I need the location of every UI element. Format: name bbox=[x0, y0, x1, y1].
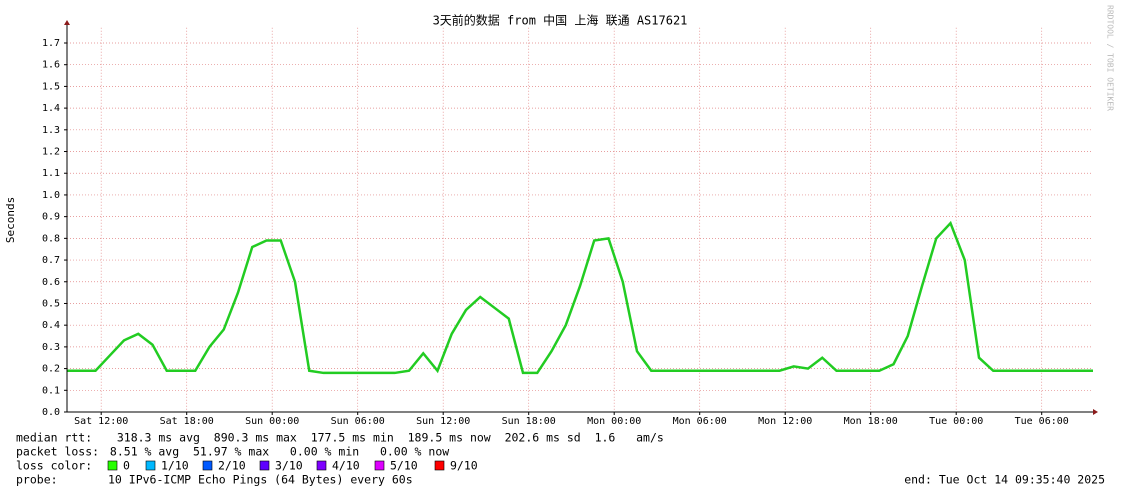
loss-color-swatch bbox=[259, 460, 270, 471]
y-tick-label: 1.1 bbox=[42, 168, 60, 179]
probe-text: 10 IPv6-ICMP Echo Pings (64 Bytes) every… bbox=[108, 473, 413, 487]
x-tick-label: Sat 18:00 bbox=[160, 416, 214, 427]
packet-loss-label: packet loss: bbox=[16, 445, 99, 459]
loss-color-label: 2/10 bbox=[218, 459, 246, 473]
loss-color-swatch bbox=[434, 460, 445, 471]
y-tick-label: 1.7 bbox=[42, 38, 60, 49]
x-tick-label: Mon 06:00 bbox=[673, 416, 727, 427]
end-time: end: Tue Oct 14 09:35:40 2025 bbox=[904, 473, 1105, 487]
loss-color-label: 9/10 bbox=[450, 459, 478, 473]
loss-color-swatch bbox=[145, 460, 156, 471]
chart-title: 3天前的数据 from 中国 上海 联通 AS17621 bbox=[433, 13, 688, 28]
x-tick-label: Sun 06:00 bbox=[331, 416, 385, 427]
x-tick-label: Mon 00:00 bbox=[587, 416, 641, 427]
y-tick-label: 0.8 bbox=[42, 233, 60, 244]
loss-color-label: 1/10 bbox=[161, 459, 189, 473]
y-tick-label: 0.4 bbox=[42, 320, 60, 331]
watermark: RRDTOOL / TOBI OETIKER bbox=[1106, 5, 1115, 111]
x-tick-label: Sun 00:00 bbox=[245, 416, 299, 427]
median-rtt-stats: 318.3 ms avg 890.3 ms max 177.5 ms min 1… bbox=[103, 431, 664, 445]
x-tick-label: Sat 12:00 bbox=[74, 416, 128, 427]
x-tick-label: Sun 12:00 bbox=[416, 416, 470, 427]
y-tick-label: 0.2 bbox=[42, 364, 60, 375]
loss-color-label: 0 bbox=[123, 459, 130, 473]
packet-loss-stats: 8.51 % avg 51.97 % max 0.00 % min 0.00 %… bbox=[103, 445, 449, 459]
y-axis-label: Seconds bbox=[4, 197, 17, 243]
median-line bbox=[67, 220, 1093, 375]
x-tick-label: Sun 18:00 bbox=[502, 416, 556, 427]
y-tick-label: 1.6 bbox=[42, 60, 60, 71]
y-tick-label: 0.0 bbox=[42, 407, 60, 418]
y-tick-label: 0.5 bbox=[42, 298, 60, 309]
median-rtt-label: median rtt: bbox=[16, 431, 92, 445]
y-tick-label: 1.4 bbox=[42, 103, 60, 114]
x-axis-arrow bbox=[1093, 409, 1098, 415]
x-tick-label: Tue 06:00 bbox=[1015, 416, 1069, 427]
loss-color-label: loss color: bbox=[16, 459, 92, 473]
loss-color-label: 5/10 bbox=[390, 459, 418, 473]
y-tick-label: 0.6 bbox=[42, 277, 60, 288]
y-axis-arrow bbox=[64, 20, 70, 25]
loss-color-swatch bbox=[374, 460, 385, 471]
y-tick-label: 0.7 bbox=[42, 255, 60, 266]
x-tick-label: Tue 00:00 bbox=[929, 416, 983, 427]
y-tick-label: 1.2 bbox=[42, 147, 60, 158]
loss-color-swatch bbox=[316, 460, 327, 471]
loss-color-swatch bbox=[107, 460, 118, 471]
y-tick-label: 1.5 bbox=[42, 81, 60, 92]
x-tick-label: Mon 18:00 bbox=[844, 416, 898, 427]
probe-label: probe: bbox=[16, 473, 58, 487]
x-tick-label: Mon 12:00 bbox=[758, 416, 812, 427]
y-tick-label: 1.0 bbox=[42, 190, 60, 201]
loss-color-label: 4/10 bbox=[332, 459, 360, 473]
y-tick-label: 0.1 bbox=[42, 385, 60, 396]
y-tick-label: 0.3 bbox=[42, 342, 60, 353]
y-tick-label: 0.9 bbox=[42, 212, 60, 223]
loss-color-swatch bbox=[202, 460, 213, 471]
loss-color-label: 3/10 bbox=[275, 459, 303, 473]
y-tick-label: 1.3 bbox=[42, 125, 60, 136]
